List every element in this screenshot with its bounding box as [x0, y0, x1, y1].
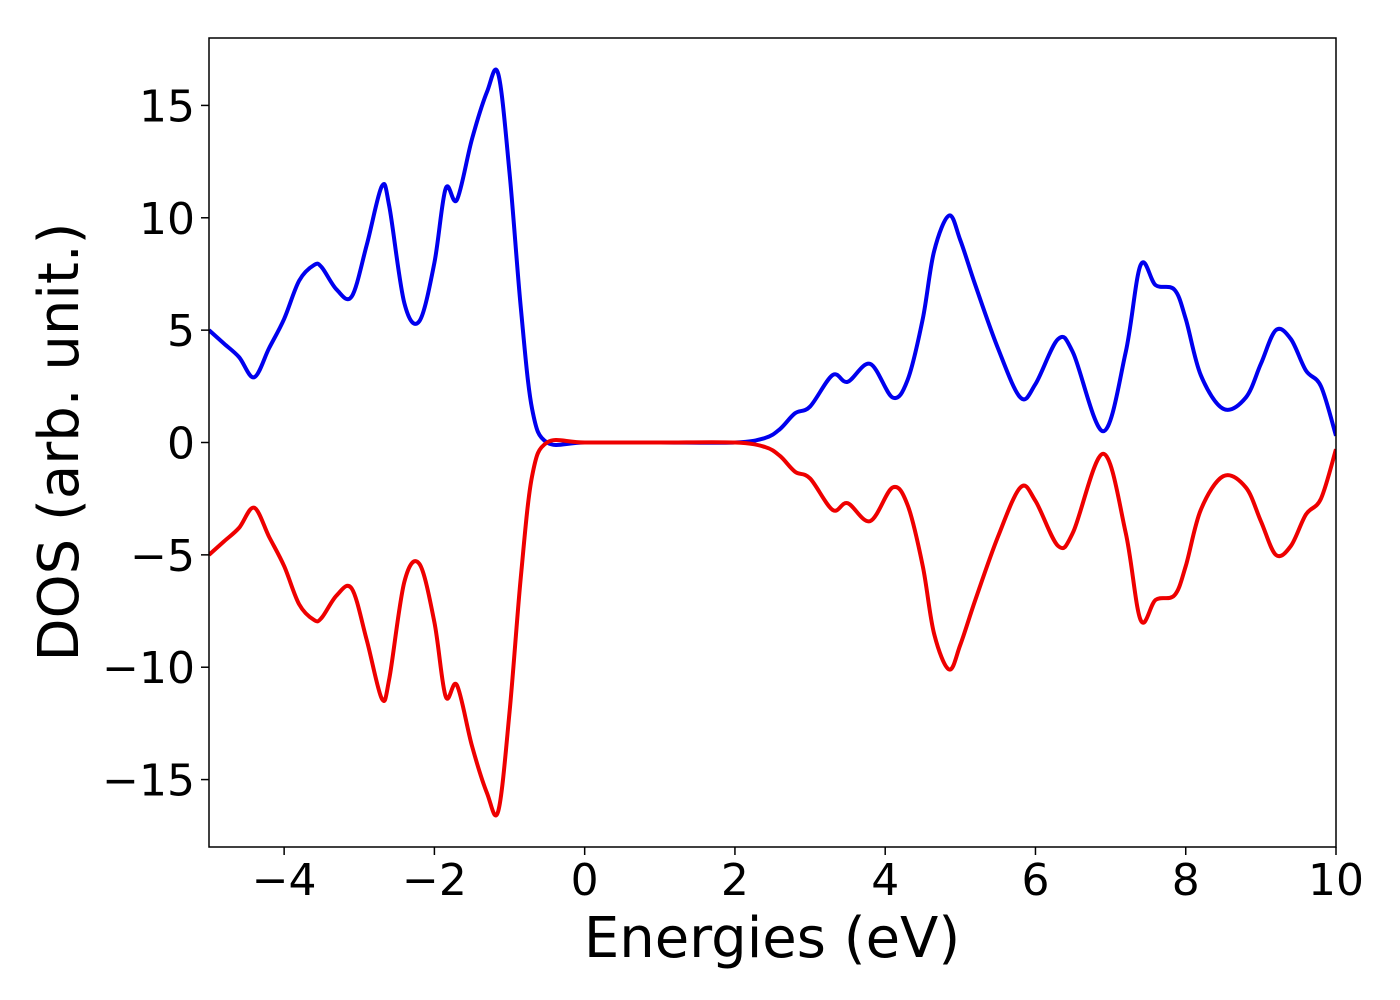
x-tick-label: 6	[1021, 855, 1049, 906]
x-tick-label: 0	[571, 855, 599, 906]
plot-frame	[208, 37, 1337, 848]
y-tick-label: −15	[102, 756, 195, 807]
y-axis-title: DOS (arb. unit.)	[27, 222, 92, 661]
x-tick-label: 10	[1308, 855, 1364, 906]
y-tick-label: 0	[167, 419, 195, 470]
x-tick-label: 4	[871, 855, 899, 906]
y-tick-label: −5	[130, 531, 195, 582]
x-tick-label: −4	[252, 855, 317, 906]
y-tick-label: 5	[167, 306, 195, 357]
y-tick-label: 10	[139, 194, 195, 245]
x-axis-title: Energies (eV)	[584, 906, 960, 971]
x-tick-label: 2	[721, 855, 749, 906]
y-tick-label: −10	[102, 643, 195, 694]
dos-curve-positive	[209, 67, 1336, 447]
y-axis-ticks: −15 −10 −5 0 5 10 15	[102, 81, 209, 807]
series-layer	[209, 67, 1336, 818]
y-tick-label: 15	[139, 81, 195, 132]
x-tick-label: −2	[402, 855, 467, 906]
x-tick-label: 8	[1172, 855, 1200, 906]
dos-curve-negative	[209, 438, 1336, 818]
x-axis-ticks: −4 −2 0 2 4 6 8 10	[252, 847, 1364, 906]
